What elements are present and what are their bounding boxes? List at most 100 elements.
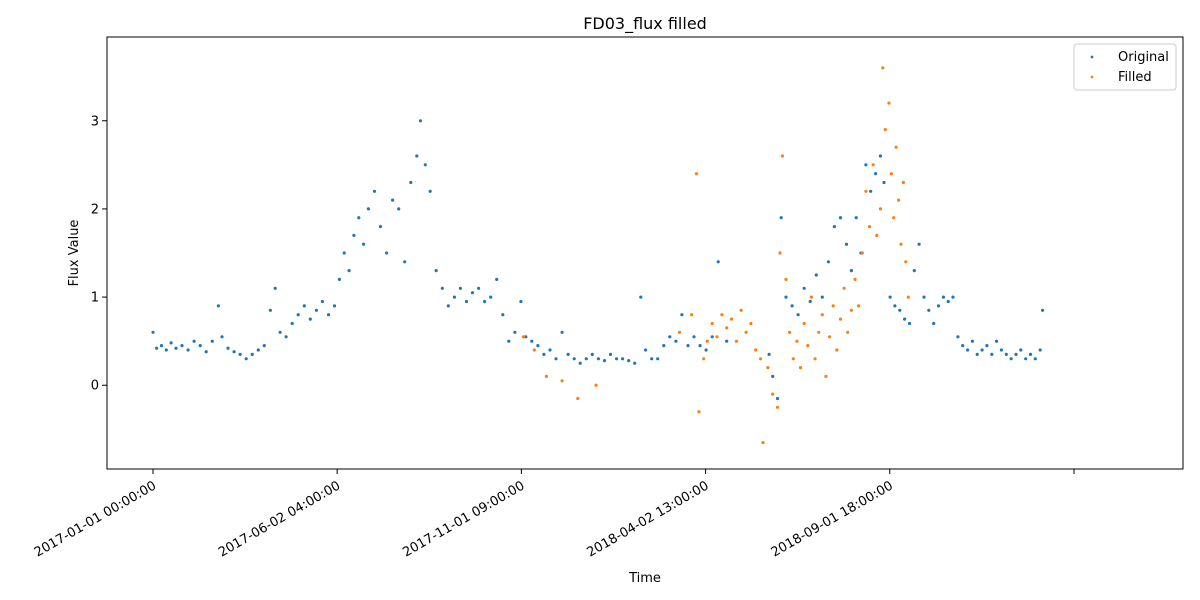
data-point-original: [838, 216, 843, 220]
data-point-original: [922, 295, 926, 299]
data-point-original: [326, 313, 331, 317]
data-point-filled: [878, 207, 883, 211]
data-point-original: [519, 299, 523, 304]
data-point-filled: [694, 172, 699, 176]
data-point-original: [169, 341, 173, 345]
data-point-original: [893, 304, 897, 308]
data-point-original: [869, 189, 873, 193]
data-point-filled: [734, 339, 739, 343]
data-point-original: [1014, 352, 1018, 356]
data-point-original: [784, 295, 788, 299]
data-point-original: [995, 339, 999, 343]
data-point-original: [477, 286, 481, 290]
data-point-original: [210, 339, 214, 343]
data-point-original: [415, 154, 419, 158]
data-point-filled: [853, 277, 857, 281]
plot-area-frame: [106, 36, 1184, 470]
data-point-filled: [749, 321, 753, 326]
data-point-original: [662, 344, 666, 348]
data-point-filled: [544, 374, 549, 378]
data-point-original: [980, 348, 984, 352]
data-point-original: [268, 308, 272, 312]
data-point-original: [536, 344, 540, 348]
data-point-original: [464, 299, 469, 304]
data-point-original: [378, 225, 383, 229]
legend-label-original: Original: [1118, 50, 1169, 65]
data-point-original: [262, 344, 266, 348]
data-point-filled: [860, 251, 864, 255]
data-point-original: [951, 295, 955, 299]
data-point-original: [434, 269, 438, 273]
data-point-original: [296, 313, 300, 317]
data-point-original: [775, 396, 780, 401]
data-point-original: [882, 180, 886, 185]
legend-label-filled: Filled: [1118, 70, 1152, 85]
data-point-original: [452, 295, 456, 299]
data-point-original: [244, 357, 248, 361]
data-point-original: [192, 339, 196, 343]
data-point-original: [946, 299, 950, 304]
data-point-filled: [771, 392, 775, 396]
data-point-original: [639, 295, 643, 299]
data-point-original: [832, 225, 837, 229]
data-point-original: [164, 348, 168, 352]
data-point-original: [423, 163, 427, 167]
data-point-original: [704, 348, 708, 352]
data-point-original: [633, 361, 637, 365]
data-point-filled: [715, 335, 719, 339]
data-point-original: [692, 335, 696, 339]
data-point-original: [495, 277, 499, 281]
data-point-original: [1041, 308, 1045, 312]
data-point-original: [483, 299, 487, 304]
data-point-original: [391, 198, 395, 202]
data-point-filled: [780, 154, 785, 158]
y-tick-label: 1: [91, 291, 99, 306]
data-point-original: [936, 304, 941, 308]
data-point-original: [186, 348, 190, 352]
data-point-original: [961, 344, 965, 348]
data-point-original: [808, 299, 812, 304]
data-point-original: [627, 359, 631, 363]
data-point-filled: [702, 357, 706, 361]
data-point-original: [403, 260, 407, 264]
data-point-original: [584, 357, 588, 361]
data-point-original: [849, 269, 854, 273]
chart-title: FD03_flux filled: [583, 14, 707, 34]
data-point-filled: [532, 348, 536, 352]
data-point-original: [898, 308, 902, 312]
data-point-original: [180, 344, 184, 348]
data-point-original: [337, 277, 341, 281]
data-point-original: [572, 357, 576, 361]
data-point-original: [844, 242, 849, 246]
data-point-original: [970, 339, 975, 343]
data-point-original: [524, 335, 528, 339]
data-point-original: [674, 339, 678, 343]
data-point-original: [966, 348, 970, 352]
data-point-original: [985, 344, 989, 348]
data-point-filled: [846, 330, 850, 334]
data-point-original: [615, 357, 619, 361]
data-point-filled: [883, 128, 887, 132]
data-point-original: [250, 352, 254, 356]
data-point-original: [826, 260, 831, 264]
series-filled: [521, 66, 910, 445]
data-point-filled: [813, 357, 817, 361]
data-point-original: [308, 317, 312, 321]
data-point-filled: [894, 145, 898, 149]
data-point-filled: [889, 172, 893, 176]
data-point-original: [290, 321, 294, 326]
data-point-original: [668, 335, 672, 339]
data-point-original: [932, 321, 936, 326]
data-point-filled: [744, 330, 748, 334]
data-point-original: [366, 207, 370, 211]
data-point-original: [917, 242, 921, 246]
data-point-filled: [867, 225, 872, 229]
data-point-original: [1004, 352, 1008, 356]
data-point-filled: [795, 339, 799, 343]
data-point-original: [578, 361, 582, 365]
data-point-original: [716, 260, 720, 264]
data-point-filled: [820, 313, 824, 317]
data-point-original: [596, 357, 601, 361]
data-point-filled: [739, 308, 743, 312]
